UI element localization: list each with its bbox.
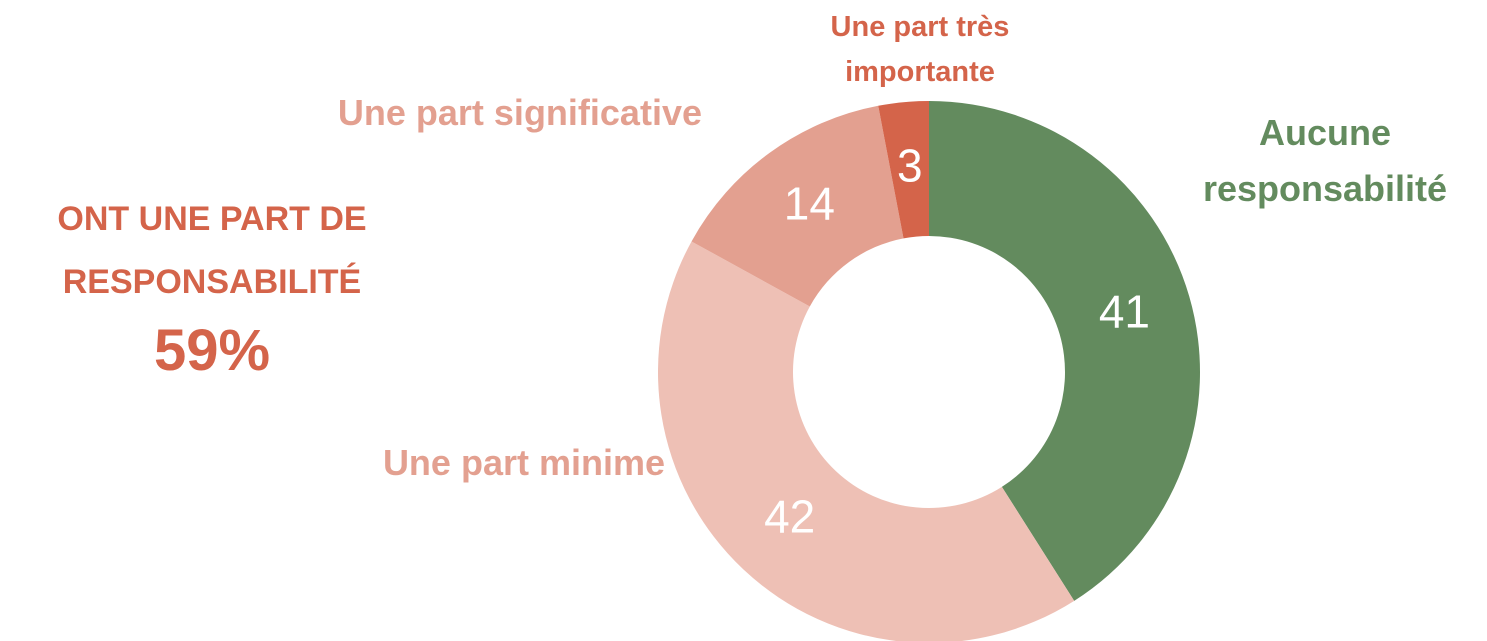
category-label: Une part significative — [337, 92, 702, 133]
annotation-line: ONT UNE PART DE — [57, 200, 367, 238]
category-label: Une part très importante — [830, 11, 1010, 88]
category-label: Une part minime — [382, 442, 665, 483]
donut-slice — [691, 105, 904, 307]
value-label: 42 — [764, 491, 815, 543]
value-label: 41 — [1099, 285, 1150, 337]
value-label: 14 — [784, 178, 835, 230]
donut-slice — [929, 101, 1200, 601]
annotation: ONT UNE PART DE RESPONSABILITÉ — [0, 188, 424, 314]
annotation-total: 59% — [153, 318, 271, 383]
donut-slice — [658, 241, 1075, 641]
annotation-line: RESPONSABILITÉ — [62, 263, 362, 301]
donut-slice — [878, 101, 929, 239]
value-label: 3 — [897, 140, 923, 192]
category-label: Aucune responsabilité — [1202, 112, 1448, 209]
